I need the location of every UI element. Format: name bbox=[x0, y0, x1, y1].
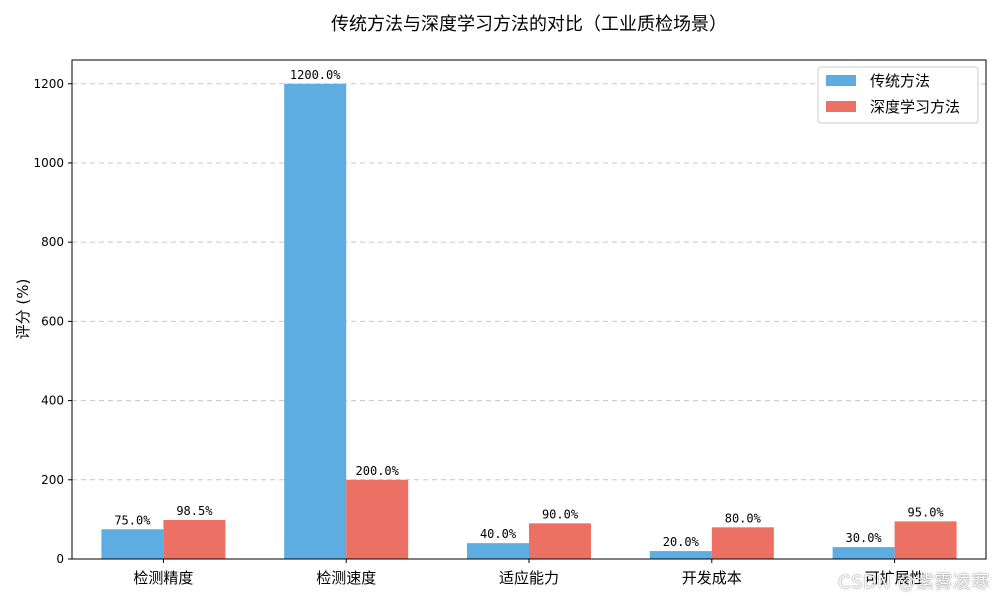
bar-value-label: 98.5% bbox=[176, 504, 213, 518]
bar-value-label: 75.0% bbox=[114, 513, 151, 527]
legend-swatch-traditional bbox=[826, 75, 856, 86]
tick-labels: 0 200 400 600 800 1000 1200 检测精度 检测速度 适应能力 开发成本 可扩展… bbox=[33, 77, 924, 587]
y-tick-label: 600 bbox=[41, 314, 64, 328]
legend: 传统方法 深度学习方法 bbox=[817, 66, 979, 124]
x-tick-label: 检测速度 bbox=[316, 569, 376, 587]
y-tick-label: 200 bbox=[41, 473, 64, 487]
x-tick-label: 检测精度 bbox=[133, 569, 193, 587]
x-tick-label: 适应能力 bbox=[499, 569, 559, 587]
x-tick-label: 开发成本 bbox=[682, 569, 742, 587]
bar-traditional-3 bbox=[649, 551, 712, 559]
x-tick-label: 可扩展性 bbox=[865, 569, 925, 587]
bar-traditional-0 bbox=[101, 529, 164, 559]
bar-value-label: 80.0% bbox=[725, 511, 762, 525]
y-tick-label: 400 bbox=[41, 394, 64, 408]
bar-deep-learning-2 bbox=[529, 523, 591, 559]
bars bbox=[101, 83, 957, 559]
bar-labels: 75.0% 98.5% 1200.0% 200.0% 40.0% 90.0% 20.0% 80… bbox=[114, 68, 944, 549]
plot-frame bbox=[71, 59, 987, 560]
bar-traditional-4 bbox=[832, 547, 895, 559]
bar-value-label: 95.0% bbox=[908, 505, 945, 519]
bar-deep-learning-0 bbox=[163, 519, 226, 559]
bar-deep-learning-1 bbox=[346, 479, 409, 559]
y-tick-label: 800 bbox=[41, 235, 64, 249]
grid-lines bbox=[72, 83, 986, 481]
bar-value-label: 30.0% bbox=[846, 531, 883, 545]
y-tick-label: 1000 bbox=[33, 156, 64, 170]
bar-value-label: 1200.0% bbox=[290, 68, 341, 82]
bar-value-label: 20.0% bbox=[663, 535, 700, 549]
bar-deep-learning-4 bbox=[894, 521, 957, 559]
bar-traditional-2 bbox=[467, 543, 529, 559]
y-tick-label: 1200 bbox=[33, 77, 64, 91]
chart-title: 传统方法与深度学习方法的对比（工业质检场景） bbox=[331, 14, 727, 35]
bar-value-label: 200.0% bbox=[356, 464, 400, 478]
y-tick-label: 0 bbox=[56, 552, 64, 566]
bar-deep-learning-3 bbox=[711, 527, 774, 559]
bar-value-label: 90.0% bbox=[542, 507, 579, 521]
bar-value-label: 40.0% bbox=[480, 527, 517, 541]
axes bbox=[71, 59, 987, 560]
y-axis-label: 评分 (%) bbox=[14, 279, 32, 340]
legend-label-deep-learning: 深度学习方法 bbox=[870, 98, 960, 116]
legend-box bbox=[817, 66, 979, 124]
bar-traditional-1 bbox=[284, 83, 347, 559]
legend-swatch-deep-learning bbox=[826, 101, 856, 112]
legend-label-traditional: 传统方法 bbox=[870, 72, 930, 90]
